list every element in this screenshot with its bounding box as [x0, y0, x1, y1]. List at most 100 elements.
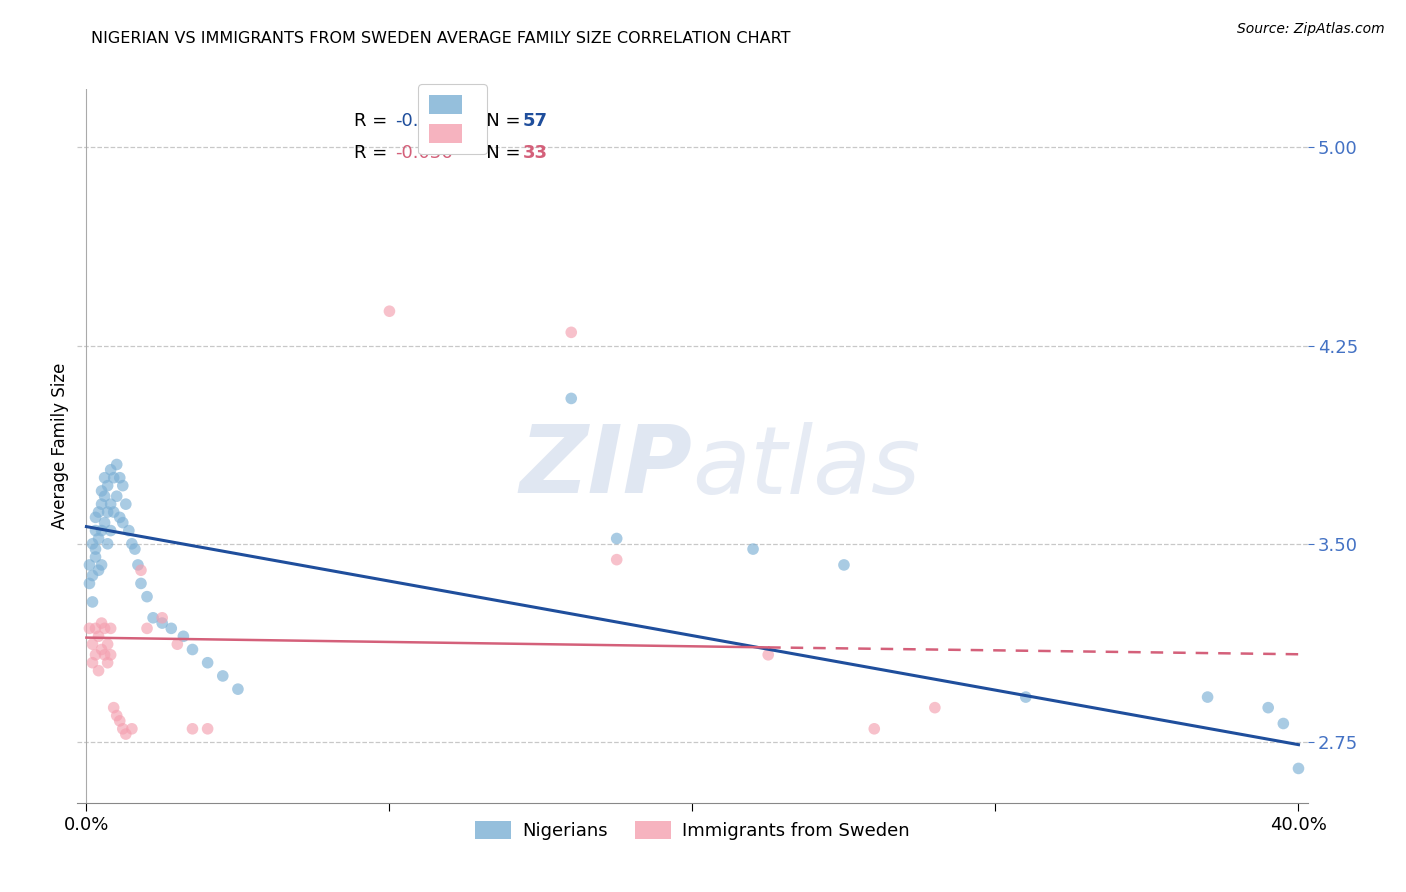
Text: atlas: atlas	[693, 422, 921, 513]
Point	[181, 642, 204, 657]
Point	[93, 489, 115, 503]
Point	[121, 537, 143, 551]
Point	[84, 524, 107, 538]
Point	[90, 483, 112, 498]
Point	[87, 505, 110, 519]
Point	[84, 549, 107, 564]
Point	[197, 656, 219, 670]
Point	[121, 722, 143, 736]
Point	[90, 524, 112, 538]
Point	[111, 516, 134, 530]
Legend: Nigerians, Immigrants from Sweden: Nigerians, Immigrants from Sweden	[468, 814, 917, 847]
Point	[93, 516, 115, 530]
Point	[84, 648, 107, 662]
Point	[84, 510, 107, 524]
Point	[97, 478, 120, 492]
Text: NIGERIAN VS IMMIGRANTS FROM SWEDEN AVERAGE FAMILY SIZE CORRELATION CHART: NIGERIAN VS IMMIGRANTS FROM SWEDEN AVERA…	[91, 31, 792, 46]
Point	[90, 558, 112, 572]
Point	[111, 722, 134, 736]
Point	[103, 505, 125, 519]
Point	[742, 542, 765, 557]
Point	[1015, 690, 1038, 704]
Point	[82, 656, 104, 670]
Point	[114, 497, 136, 511]
Point	[166, 637, 188, 651]
Point	[560, 392, 582, 406]
Point	[756, 648, 779, 662]
Point	[105, 458, 128, 472]
Point	[87, 563, 110, 577]
Point	[93, 471, 115, 485]
Point	[111, 478, 134, 492]
Point	[142, 611, 165, 625]
Point	[197, 722, 219, 736]
Point	[832, 558, 855, 572]
Point	[82, 537, 104, 551]
Text: 33: 33	[523, 145, 548, 162]
Point	[124, 542, 146, 557]
Point	[105, 489, 128, 503]
Text: ZIP: ZIP	[520, 421, 693, 514]
Point	[97, 637, 120, 651]
Point	[181, 722, 204, 736]
Point	[1272, 716, 1295, 731]
Point	[79, 576, 101, 591]
Point	[84, 542, 107, 557]
Point	[93, 621, 115, 635]
Point	[378, 304, 401, 318]
Point	[136, 590, 159, 604]
Point	[100, 524, 122, 538]
Text: -0.380: -0.380	[395, 112, 453, 130]
Point	[863, 722, 886, 736]
Point	[105, 708, 128, 723]
Point	[150, 611, 173, 625]
Point	[160, 621, 183, 635]
Point	[1197, 690, 1219, 704]
Point	[606, 552, 628, 566]
Point	[100, 648, 122, 662]
Point	[114, 727, 136, 741]
Point	[79, 621, 101, 635]
Point	[108, 510, 131, 524]
Point	[924, 700, 946, 714]
Point	[127, 558, 149, 572]
Point	[97, 537, 120, 551]
Point	[136, 621, 159, 635]
Text: 57: 57	[523, 112, 548, 130]
Point	[100, 497, 122, 511]
Point	[90, 497, 112, 511]
Point	[82, 637, 104, 651]
Point	[84, 621, 107, 635]
Point	[560, 326, 582, 340]
Point	[118, 524, 141, 538]
Point	[79, 558, 101, 572]
Point	[82, 568, 104, 582]
Text: Source: ZipAtlas.com: Source: ZipAtlas.com	[1237, 22, 1385, 37]
Point	[108, 471, 131, 485]
Text: R =: R =	[354, 112, 394, 130]
Point	[108, 714, 131, 728]
Point	[103, 471, 125, 485]
Text: -0.036: -0.036	[395, 145, 453, 162]
Point	[211, 669, 233, 683]
Point	[90, 616, 112, 631]
Point	[87, 629, 110, 643]
Y-axis label: Average Family Size: Average Family Size	[51, 363, 69, 529]
Point	[129, 563, 152, 577]
Text: N =: N =	[468, 112, 526, 130]
Point	[103, 700, 125, 714]
Text: R =: R =	[354, 145, 394, 162]
Point	[150, 616, 173, 631]
Point	[100, 621, 122, 635]
Point	[93, 648, 115, 662]
Point	[1288, 761, 1310, 775]
Point	[82, 595, 104, 609]
Point	[606, 532, 628, 546]
Point	[97, 656, 120, 670]
Point	[87, 664, 110, 678]
Point	[100, 463, 122, 477]
Point	[1257, 700, 1279, 714]
Point	[172, 629, 194, 643]
Point	[129, 576, 152, 591]
Point	[87, 532, 110, 546]
